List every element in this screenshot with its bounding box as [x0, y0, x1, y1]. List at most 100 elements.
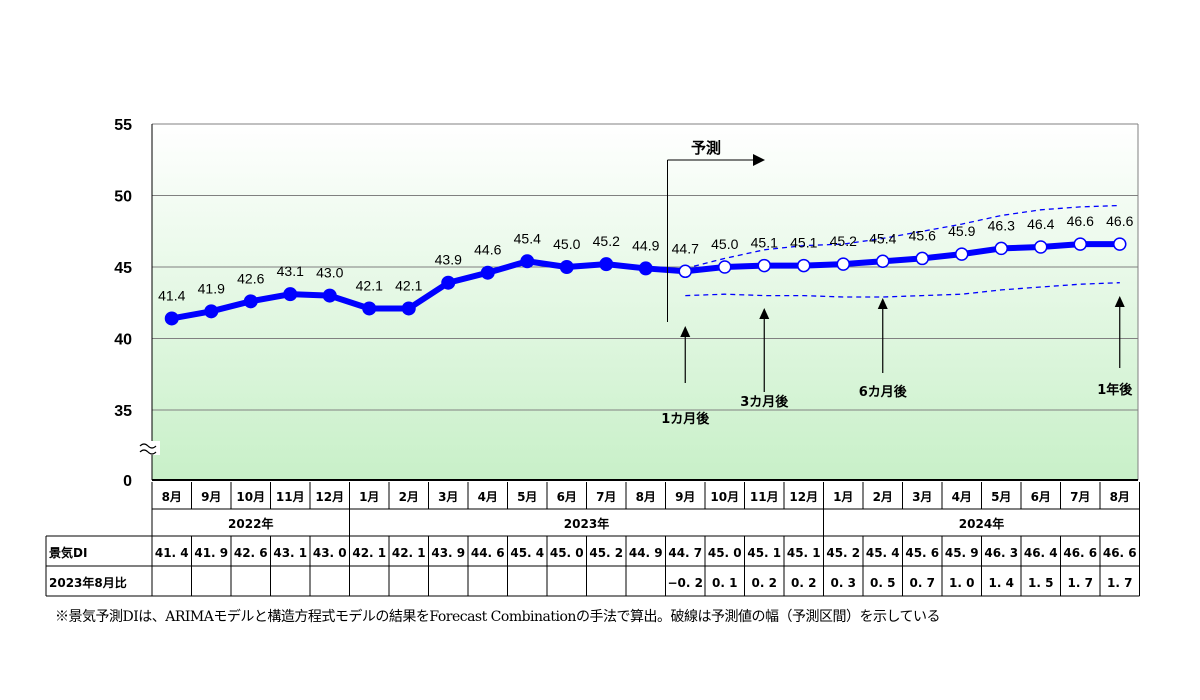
- horizon-label: 6カ月後: [859, 384, 908, 400]
- month-label: 8月: [162, 490, 182, 504]
- row-header: 景気DI: [49, 545, 87, 560]
- data-label: 46.3: [988, 217, 1015, 233]
- data-label: 45.1: [751, 235, 778, 251]
- month-label: 6月: [557, 490, 577, 504]
- y-tick-label: 45: [114, 260, 132, 277]
- actual-point: [599, 257, 614, 272]
- plot-area: [152, 124, 1138, 480]
- data-label: 45.0: [711, 236, 738, 252]
- change-value: 0. 1: [712, 576, 737, 590]
- month-label: 7月: [596, 490, 616, 504]
- di-value: 44. 9: [629, 546, 663, 560]
- horizon-label: 1カ月後: [661, 411, 710, 427]
- footnote: ※景気予測DIは、ARIMAモデルと構造方程式モデルの結果をForecast C…: [55, 609, 941, 625]
- data-label: 43.1: [277, 263, 304, 279]
- y-tick-label: 50: [114, 189, 132, 206]
- y-tick-label: 55: [114, 117, 132, 134]
- di-value: 44. 6: [471, 546, 505, 560]
- di-value: 44. 7: [668, 546, 702, 560]
- horizon-label: 3カ月後: [740, 394, 789, 410]
- month-label: 2月: [399, 490, 419, 504]
- forecast-arrow-head: [753, 154, 765, 166]
- data-label: 41.9: [198, 280, 225, 296]
- forecast-point: [1034, 240, 1048, 254]
- forecast-point: [994, 241, 1008, 256]
- data-label: 41.4: [158, 287, 185, 303]
- month-label: 4月: [952, 490, 972, 504]
- forecast-point: [1073, 237, 1087, 251]
- change-value: 0. 7: [910, 576, 935, 590]
- month-label: 12月: [315, 490, 344, 504]
- actual-point: [322, 288, 337, 303]
- data-label: 46.6: [1106, 213, 1133, 229]
- month-label: 8月: [1110, 490, 1130, 504]
- data-label: 45.1: [790, 235, 817, 251]
- di-value: 45. 4: [510, 546, 544, 560]
- di-value: 45. 1: [787, 546, 821, 560]
- month-label: 10月: [710, 490, 739, 504]
- y-tick-label: 40: [114, 332, 132, 349]
- month-label: 10月: [236, 490, 265, 504]
- data-label: 45.9: [948, 223, 975, 239]
- month-label: 3月: [438, 490, 458, 504]
- forecast-point: [836, 257, 850, 271]
- data-label: 44.7: [672, 240, 699, 256]
- horizon-arrow-head: [680, 326, 691, 337]
- horizon-arrow-head: [1114, 296, 1125, 307]
- month-label: 6月: [1031, 490, 1051, 504]
- forecast-point: [718, 260, 732, 274]
- change-value: 0. 2: [791, 576, 816, 590]
- di-value: 46. 4: [1024, 546, 1058, 560]
- di-value: 43. 1: [273, 546, 307, 560]
- row-header: 2023年8月比: [49, 575, 127, 590]
- forecast-point: [876, 254, 890, 269]
- di-value: 42. 6: [234, 546, 268, 560]
- change-value: 1. 5: [1028, 576, 1053, 590]
- data-label: 45.6: [909, 227, 936, 243]
- axis-break-icon: [139, 443, 157, 455]
- di-value: 45. 0: [550, 546, 584, 560]
- change-value: 1. 0: [949, 576, 974, 590]
- data-label: 43.0: [316, 265, 343, 281]
- horizon-arrow-head: [877, 298, 888, 309]
- data-label: 43.9: [435, 252, 462, 268]
- data-label: 45.2: [830, 233, 857, 249]
- data-label: 44.6: [474, 242, 501, 258]
- lower-interval-line: [685, 282, 1120, 298]
- di-value: 43. 0: [313, 546, 347, 560]
- actual-point: [164, 311, 179, 326]
- month-label: 1月: [359, 490, 379, 504]
- upper-interval-line: [685, 204, 1120, 270]
- month-label: 9月: [201, 490, 221, 504]
- forecast-point: [915, 251, 929, 266]
- di-value: 43. 9: [431, 546, 465, 560]
- data-label: 42.1: [395, 277, 422, 293]
- forecast-point: [757, 258, 771, 273]
- di-value: 46. 6: [1063, 546, 1097, 560]
- di-value: 45. 2: [826, 546, 860, 560]
- change-value: 1. 4: [989, 576, 1014, 590]
- di-value: 45. 2: [589, 546, 623, 560]
- month-label: 1月: [833, 490, 853, 504]
- change-value: 0. 5: [870, 576, 895, 590]
- actual-point: [441, 275, 456, 290]
- y-tick-label: 0: [123, 473, 132, 490]
- data-label: 45.0: [553, 236, 580, 252]
- horizon-arrow-head: [759, 308, 770, 319]
- di-value: 45. 9: [945, 546, 979, 560]
- actual-point: [559, 260, 574, 274]
- forecast-point: [955, 247, 969, 261]
- forecast-point: [678, 264, 692, 279]
- month-label: 3月: [912, 490, 932, 504]
- month-label: 5月: [517, 490, 537, 504]
- month-label: 8月: [636, 490, 656, 504]
- data-label: 45.2: [593, 233, 620, 249]
- actual-point: [401, 301, 416, 316]
- data-label: 45.4: [869, 230, 896, 246]
- data-label: 42.6: [237, 270, 264, 286]
- di-value: 46. 6: [1103, 546, 1137, 560]
- di-value: 45. 0: [708, 546, 742, 560]
- actual-point: [638, 261, 653, 276]
- month-label: 12月: [789, 490, 818, 504]
